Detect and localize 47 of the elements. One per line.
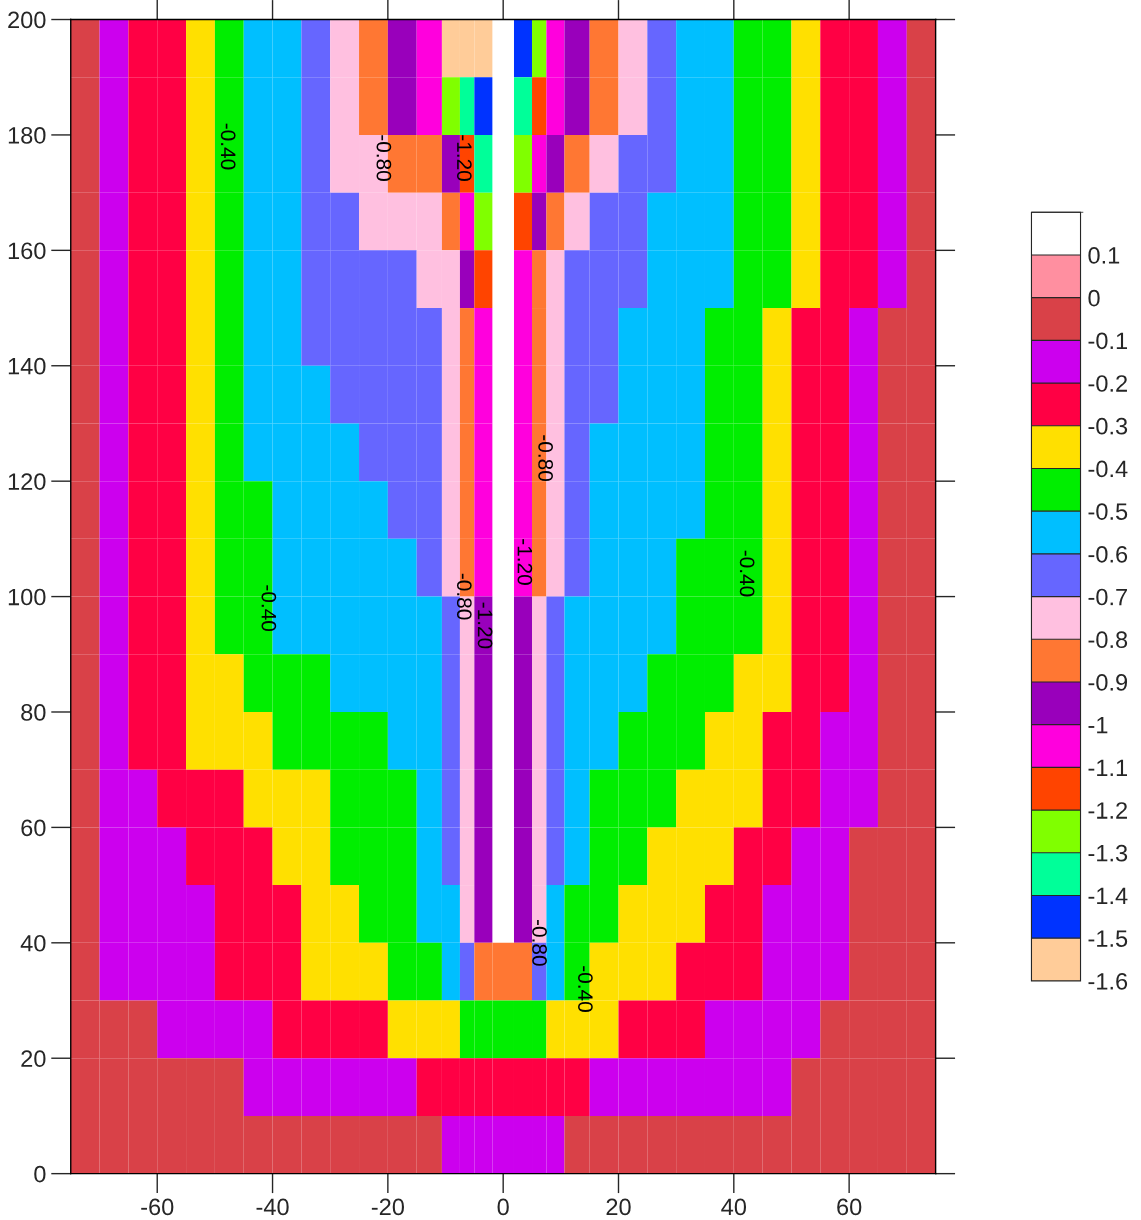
color-bar-label: -0.6 — [1088, 545, 1128, 563]
x-tick-label: 0 — [497, 1198, 509, 1216]
color-bar-label: -0.3 — [1088, 417, 1128, 435]
x-tick-label: -40 — [256, 1198, 289, 1216]
color-bar-label: -1.4 — [1088, 887, 1128, 905]
annotation: -0.80 — [376, 135, 392, 181]
color-bar-label: 0.1 — [1088, 247, 1120, 264]
color-bar-label: -0.4 — [1088, 460, 1128, 478]
color-bar-label: 0 — [1088, 289, 1100, 307]
color-bar-label: -1.3 — [1088, 844, 1128, 862]
x-tick-label: 40 — [721, 1198, 747, 1216]
color-bar-label: -1 — [1088, 716, 1108, 734]
y-tick-label: 180 — [8, 127, 46, 144]
annotation: -0.40 — [739, 550, 755, 597]
annotation: -0.80 — [532, 920, 547, 966]
annotation: -0.40 — [261, 585, 277, 632]
y-tick-label: 160 — [8, 242, 46, 260]
color-bar-label: -0.5 — [1088, 503, 1128, 520]
color-bar-label: -0.8 — [1088, 631, 1128, 649]
annotation: -0.80 — [456, 573, 472, 620]
y-tick-label: 20 — [21, 1050, 46, 1068]
color-bar-label: -1.5 — [1088, 930, 1128, 947]
annotation: -0.40 — [220, 123, 236, 170]
color-bar-label: -0.9 — [1088, 674, 1128, 691]
y-tick-label: 140 — [8, 357, 46, 375]
annotation: -0.40 — [578, 966, 593, 1012]
y-tick-label: 60 — [21, 819, 46, 837]
y-tick-label: 120 — [8, 473, 46, 490]
annotation: -1.20 — [456, 135, 472, 181]
color-bar-label: -0.7 — [1088, 588, 1127, 606]
x-tick-label: 60 — [837, 1198, 862, 1216]
color-bar-label: -0.2 — [1088, 375, 1127, 392]
x-tick-label: -60 — [141, 1198, 174, 1216]
color-bar-label: -1.2 — [1088, 802, 1127, 819]
color-bar-label: -1.6 — [1088, 972, 1128, 990]
color-bar-label: -1.1 — [1088, 759, 1127, 776]
x-tick-label: -20 — [371, 1198, 404, 1216]
y-tick-label: 0 — [34, 1165, 46, 1183]
annotation: -0.80 — [538, 435, 553, 482]
color-bar-label: -0.1 — [1088, 332, 1127, 350]
annotation: -1.20 — [517, 539, 533, 585]
y-tick-label: 200 — [8, 11, 46, 29]
y-tick-label: 100 — [8, 588, 46, 606]
y-tick-label: 40 — [20, 934, 46, 952]
y-tick-label: 80 — [21, 704, 46, 721]
annotation: -1.20 — [477, 602, 493, 649]
x-tick-label: 20 — [606, 1198, 631, 1216]
